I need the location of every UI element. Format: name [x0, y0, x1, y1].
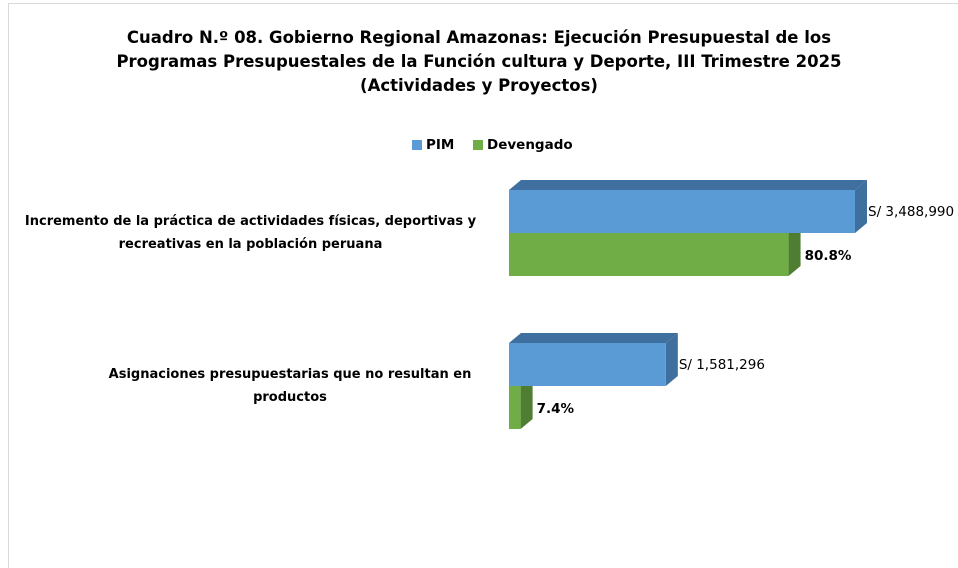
devengado-bar — [509, 233, 789, 276]
data-label: 7.4% — [537, 401, 575, 417]
legend-swatch — [412, 140, 422, 150]
data-label: S/ 3,488,990 — [868, 204, 954, 220]
pim-bar-top — [509, 180, 867, 190]
pim-bar-side — [855, 180, 867, 233]
category-label: Incremento de la práctica de actividades… — [24, 214, 477, 252]
pim-bar-side — [665, 333, 678, 386]
pim-bar-top — [509, 333, 678, 343]
devengado-bar — [509, 386, 521, 429]
legend-label: PIM — [426, 137, 454, 153]
legend-label: Devengado — [487, 137, 573, 153]
data-label: S/ 1,581,296 — [679, 357, 765, 373]
data-label: 80.8% — [805, 248, 852, 264]
devengado-bar-side — [788, 223, 801, 276]
pim-bar — [509, 343, 666, 386]
pim-bar — [509, 190, 855, 233]
category-label: Asignaciones presupuestarias que no resu… — [108, 367, 472, 405]
chart-title: Cuadro N.º 08. Gobierno Regional Amazona… — [116, 28, 842, 95]
devengado-bar-side — [520, 376, 533, 429]
legend-swatch — [473, 140, 483, 150]
chart-frame — [8, 3, 958, 568]
